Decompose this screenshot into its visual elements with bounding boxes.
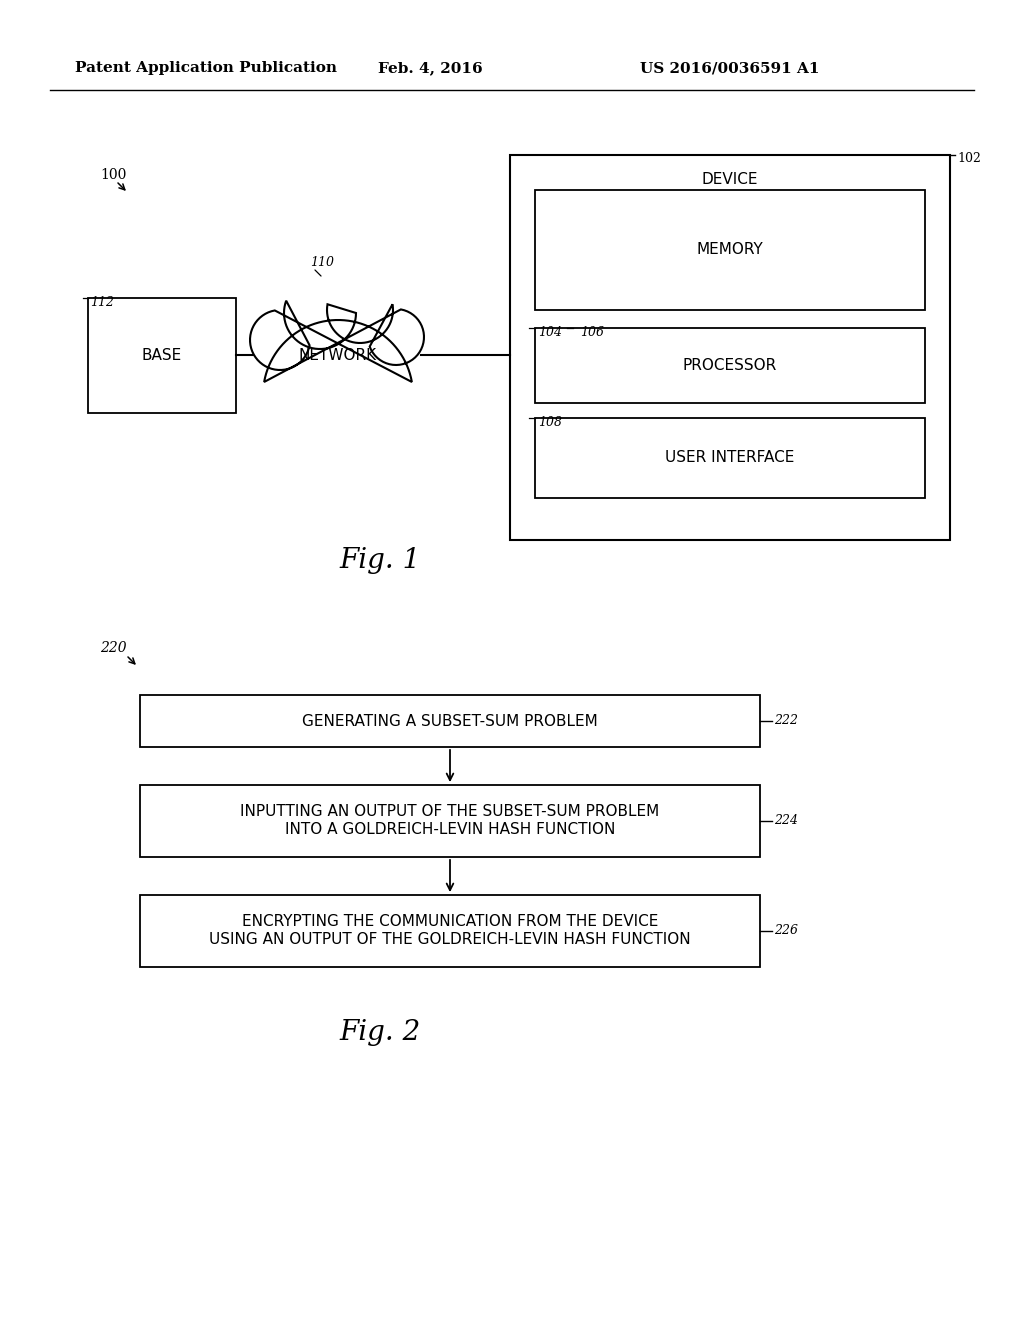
Text: 110: 110 [310, 256, 334, 269]
Text: USER INTERFACE: USER INTERFACE [666, 450, 795, 466]
FancyBboxPatch shape [535, 190, 925, 310]
Text: ENCRYPTING THE COMMUNICATION FROM THE DEVICE: ENCRYPTING THE COMMUNICATION FROM THE DE… [242, 915, 658, 929]
Text: Fig. 2: Fig. 2 [339, 1019, 421, 1045]
Text: BASE: BASE [142, 347, 182, 363]
Text: 112: 112 [90, 297, 114, 309]
FancyBboxPatch shape [535, 327, 925, 403]
Text: GENERATING A SUBSET-SUM PROBLEM: GENERATING A SUBSET-SUM PROBLEM [302, 714, 598, 729]
Text: 102: 102 [957, 152, 981, 165]
Text: US 2016/0036591 A1: US 2016/0036591 A1 [640, 61, 819, 75]
Text: USING AN OUTPUT OF THE GOLDREICH-LEVIN HASH FUNCTION: USING AN OUTPUT OF THE GOLDREICH-LEVIN H… [209, 932, 691, 948]
Text: 106: 106 [580, 326, 604, 339]
Text: 104: 104 [538, 326, 562, 339]
FancyBboxPatch shape [140, 696, 760, 747]
Text: DEVICE: DEVICE [701, 173, 758, 187]
Text: MEMORY: MEMORY [696, 243, 763, 257]
Text: NETWORK: NETWORK [299, 347, 377, 363]
Polygon shape [250, 301, 424, 381]
Text: Fig. 1: Fig. 1 [339, 546, 421, 573]
Text: Feb. 4, 2016: Feb. 4, 2016 [378, 61, 482, 75]
Text: INTO A GOLDREICH-LEVIN HASH FUNCTION: INTO A GOLDREICH-LEVIN HASH FUNCTION [285, 822, 615, 837]
FancyBboxPatch shape [88, 298, 236, 413]
Text: Patent Application Publication: Patent Application Publication [75, 61, 337, 75]
Text: 100: 100 [100, 168, 126, 182]
FancyBboxPatch shape [140, 895, 760, 968]
Text: PROCESSOR: PROCESSOR [683, 358, 777, 372]
Text: INPUTTING AN OUTPUT OF THE SUBSET-SUM PROBLEM: INPUTTING AN OUTPUT OF THE SUBSET-SUM PR… [241, 804, 659, 820]
Text: 220: 220 [100, 642, 127, 655]
Text: 222: 222 [774, 714, 798, 727]
Text: 226: 226 [774, 924, 798, 937]
FancyBboxPatch shape [535, 418, 925, 498]
Text: 224: 224 [774, 814, 798, 828]
FancyBboxPatch shape [140, 785, 760, 857]
Text: 108: 108 [538, 417, 562, 429]
FancyBboxPatch shape [510, 154, 950, 540]
